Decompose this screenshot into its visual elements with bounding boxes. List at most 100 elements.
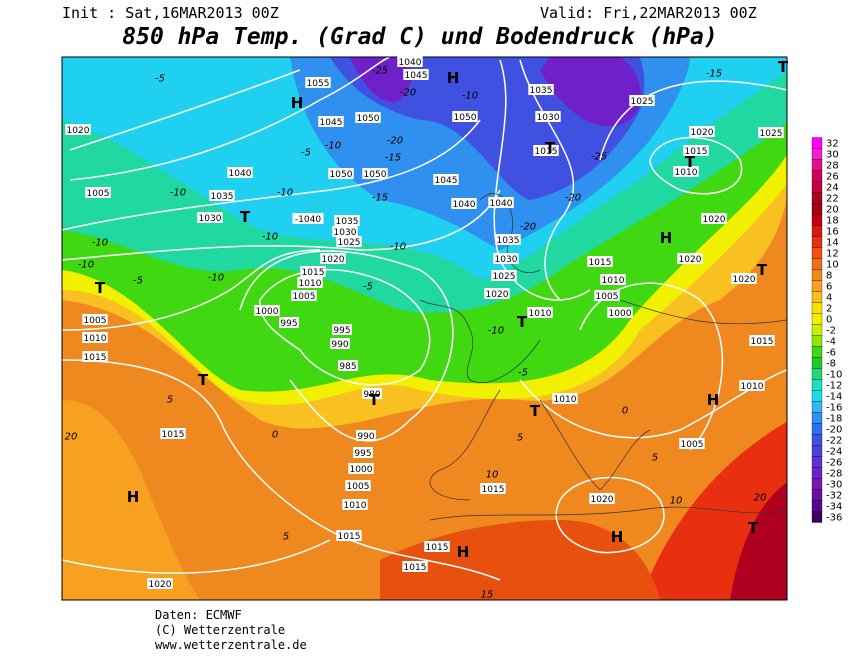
isobar-label: 1035 bbox=[530, 86, 553, 96]
coastlines bbox=[419, 193, 787, 521]
isobar-label-box bbox=[594, 290, 620, 301]
pressure-center: T bbox=[757, 261, 768, 279]
isobar-label-box bbox=[227, 167, 253, 178]
pressure-center: T bbox=[778, 58, 789, 76]
isobar-label-box bbox=[279, 317, 299, 328]
isobar-label: 1020 bbox=[322, 255, 345, 265]
legend-tick-label: -16 bbox=[826, 403, 842, 414]
legend-swatch bbox=[811, 148, 823, 160]
legend-swatch bbox=[811, 159, 823, 171]
isobar-label-box bbox=[739, 380, 765, 391]
isobar-label-box bbox=[160, 428, 186, 439]
legend-swatch bbox=[811, 368, 823, 380]
data-source: Daten: ECMWF bbox=[155, 608, 242, 622]
isobar-label: 1030 bbox=[495, 255, 518, 265]
temperature-label: -10 bbox=[462, 91, 478, 102]
legend-tick-label: 6 bbox=[826, 282, 832, 293]
isobar-label-box bbox=[82, 351, 108, 362]
isobar-label: 1005 bbox=[293, 292, 316, 302]
isobar-label: 1015 bbox=[751, 337, 774, 347]
legend-swatch bbox=[811, 423, 823, 435]
legend-tick-label: -24 bbox=[826, 447, 842, 458]
isobar-label: 1015 bbox=[685, 147, 708, 157]
temperature-label: 5 bbox=[517, 433, 523, 444]
legend-tick-label: 28 bbox=[826, 161, 839, 172]
isobar-label: 990 bbox=[331, 340, 348, 350]
isobar-label: 1010 bbox=[529, 309, 552, 319]
temperature-label: -10 bbox=[208, 273, 224, 284]
isobar-label-box bbox=[749, 335, 775, 346]
temperature-label: -20 bbox=[565, 193, 581, 204]
legend-tick-label: 4 bbox=[826, 293, 832, 304]
isobar-label-box bbox=[689, 126, 715, 137]
init-time: Init : Sat,16MAR2013 00Z bbox=[62, 4, 279, 22]
temperature-label: -25 bbox=[372, 66, 388, 77]
isobar-label-box bbox=[85, 187, 111, 198]
temperature-label: 5 bbox=[167, 395, 173, 406]
isobar-label: 1040 bbox=[490, 199, 513, 209]
temperature-label: 5 bbox=[652, 453, 658, 464]
isobar-label: 1020 bbox=[733, 275, 756, 285]
legend-swatch bbox=[811, 335, 823, 347]
map bbox=[62, 57, 787, 600]
temperature-label: -20 bbox=[400, 88, 416, 99]
isobar-label-box bbox=[491, 270, 517, 281]
legend-swatch bbox=[811, 181, 823, 193]
legend-swatch bbox=[811, 511, 823, 523]
legend-swatch bbox=[811, 401, 823, 413]
isobar-label-box bbox=[332, 226, 358, 237]
isobar-label-box bbox=[683, 145, 709, 156]
temperature-label: -20 bbox=[387, 136, 403, 147]
pressure-center: H bbox=[447, 69, 460, 87]
legend-swatch bbox=[811, 489, 823, 501]
pressure-center: T bbox=[685, 153, 696, 171]
legend-tick-label: 0 bbox=[826, 315, 832, 326]
temperature-label: -10 bbox=[325, 141, 341, 152]
isobar-label-box bbox=[336, 530, 362, 541]
isobar-label: 1015 bbox=[482, 485, 505, 495]
isobars bbox=[62, 57, 787, 581]
pressure-center: T bbox=[240, 208, 251, 226]
isobar-label: 1010 bbox=[675, 168, 698, 178]
isobar-label: 1025 bbox=[493, 272, 516, 282]
temperature-label: 20 bbox=[65, 432, 78, 443]
legend-swatch bbox=[811, 247, 823, 259]
isobar-label: 990 bbox=[357, 432, 374, 442]
legend-tick-label: -36 bbox=[826, 513, 842, 524]
temperature-label: 5 bbox=[283, 532, 289, 543]
legend-tick-label: -6 bbox=[826, 348, 836, 359]
isobar-label: 1030 bbox=[334, 228, 357, 238]
isobar-label-box bbox=[673, 166, 699, 177]
isobar-label-box bbox=[629, 95, 655, 106]
isobar-label-box bbox=[362, 388, 382, 399]
isobar-label: 1005 bbox=[87, 189, 110, 199]
temperature-label: -5 bbox=[133, 276, 143, 287]
isobar-label-box bbox=[356, 430, 376, 441]
temperature-label: 0 bbox=[272, 430, 278, 441]
isobar-label-box bbox=[607, 307, 633, 318]
isobar-label: 1010 bbox=[602, 276, 625, 286]
isobar-label: 1020 bbox=[679, 255, 702, 265]
temperature-label: -10 bbox=[488, 326, 504, 337]
isobar-label: 1025 bbox=[760, 129, 783, 139]
isobar-label: 1010 bbox=[741, 382, 764, 392]
isobar-label-box bbox=[320, 253, 346, 264]
legend-swatch bbox=[811, 258, 823, 270]
isobar-label: 1045 bbox=[435, 176, 458, 186]
isobar-label: 1015 bbox=[302, 268, 325, 278]
isobar-label-box bbox=[677, 253, 703, 264]
isobar-label-box bbox=[338, 360, 358, 371]
isobar-label: 1015 bbox=[589, 258, 612, 268]
isobar-label: 1040 bbox=[229, 169, 252, 179]
legend-swatch bbox=[811, 390, 823, 402]
temperature-label: -5 bbox=[518, 368, 528, 379]
legend-tick-label: -10 bbox=[826, 370, 842, 381]
isobar-label: 995 bbox=[333, 326, 350, 336]
isobar-label-box bbox=[362, 168, 388, 179]
isobar-label: 985 bbox=[339, 362, 356, 372]
isobar-label: 1025 bbox=[338, 238, 361, 248]
isobar-label-box bbox=[355, 112, 381, 123]
isobar-label-box bbox=[552, 393, 578, 404]
map-title: 850 hPa Temp. (Grad C) und Bodendruck (h… bbox=[122, 24, 717, 50]
